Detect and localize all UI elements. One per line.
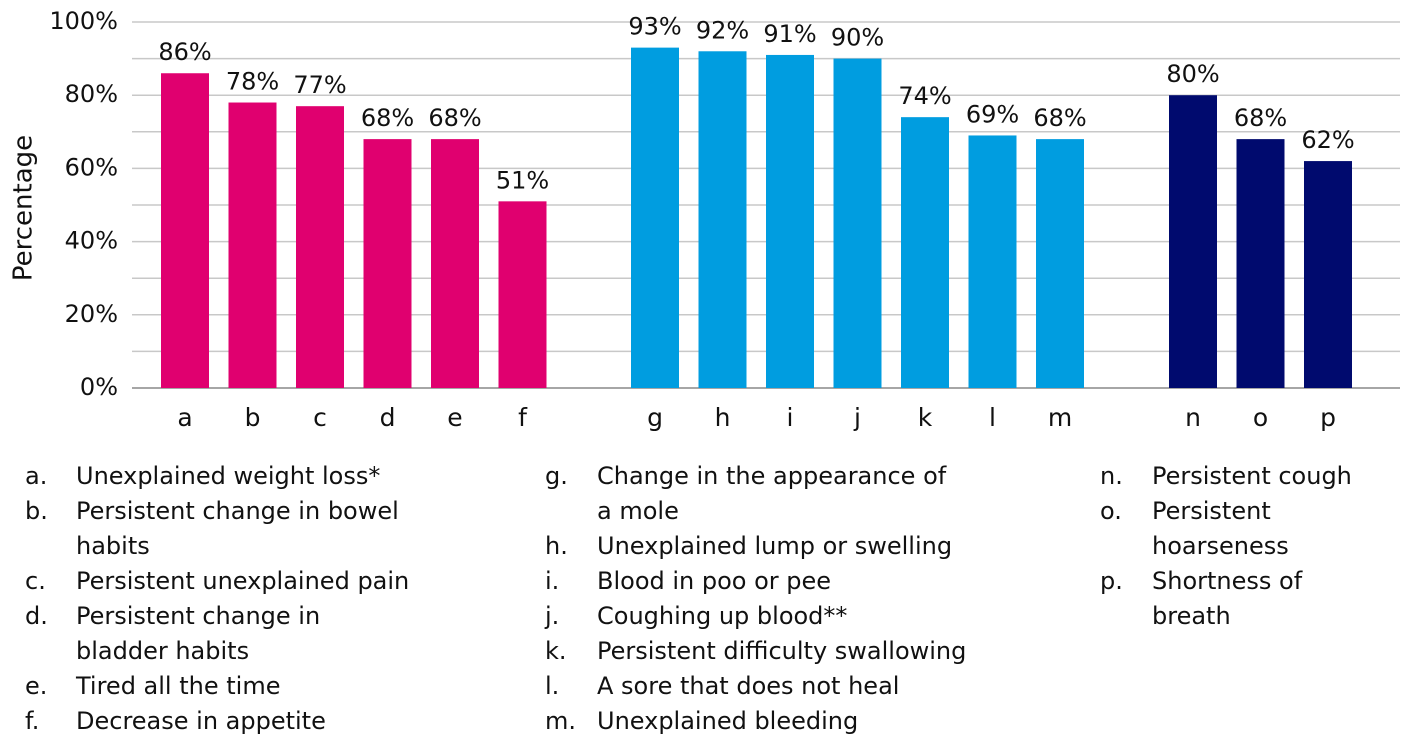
bar — [1236, 139, 1285, 388]
bar — [363, 139, 412, 388]
legend-key: l. — [545, 672, 559, 700]
legend-key: e. — [25, 672, 47, 700]
x-tick-label: e — [447, 403, 462, 432]
value-label: 51% — [496, 166, 549, 194]
legend-text: A sore that does not heal — [597, 672, 899, 700]
bar — [766, 54, 814, 388]
value-label: 68% — [1234, 104, 1287, 132]
bar — [1304, 161, 1352, 388]
legend-key: k. — [545, 637, 567, 665]
legend-key: p. — [1100, 567, 1123, 595]
x-tick-label: m — [1048, 403, 1072, 432]
x-tick-label: d — [380, 403, 396, 432]
legend-text: Unexplained lump or swelling — [597, 532, 952, 560]
value-label: 68% — [1033, 104, 1086, 132]
value-label: 90% — [831, 24, 884, 52]
legend-text: Persistent change in — [76, 602, 320, 630]
legend-text: Unexplained bleeding — [597, 707, 858, 735]
value-label: 92% — [696, 16, 749, 44]
x-tick-label: g — [647, 403, 663, 432]
bar — [296, 106, 344, 389]
value-label: 74% — [898, 82, 951, 110]
legend-text: Decrease in appetite — [76, 707, 326, 735]
bar — [698, 51, 747, 388]
legend-key: m. — [545, 707, 576, 735]
x-tick-label: j — [853, 403, 861, 432]
bar — [161, 73, 209, 389]
legend-text: Unexplained weight loss* — [76, 462, 380, 490]
bar — [968, 135, 1017, 388]
y-tick-label: 20% — [65, 300, 118, 328]
bar — [228, 102, 277, 389]
value-label: 77% — [293, 71, 346, 99]
x-tick-label: f — [518, 403, 528, 432]
y-tick-label: 40% — [65, 227, 118, 255]
legend-key: a. — [25, 462, 47, 490]
legend-text: Persistent change in bowel — [76, 497, 399, 525]
x-tick-label: k — [918, 403, 933, 432]
legend-text: Blood in poo or pee — [597, 567, 831, 595]
legend-key: o. — [1100, 497, 1122, 525]
legend-key: b. — [25, 497, 48, 525]
x-tick-label: n — [1185, 403, 1201, 432]
legend-text: Tired all the time — [75, 672, 280, 700]
value-label: 86% — [158, 38, 211, 66]
value-label: 78% — [226, 68, 279, 96]
legend-text: hoarseness — [1152, 532, 1289, 560]
legend-text: Persistent unexplained pain — [76, 567, 409, 595]
bar — [833, 58, 882, 388]
y-tick-label: 100% — [49, 7, 118, 35]
bar — [1036, 139, 1084, 388]
legend-text: breath — [1152, 602, 1231, 630]
bar — [631, 47, 679, 389]
y-tick-label: 80% — [65, 80, 118, 108]
legend-key: i. — [545, 567, 559, 595]
y-tick-label: 0% — [80, 373, 118, 401]
legend-text: Shortness of — [1152, 567, 1303, 595]
legend-text: Coughing up blood** — [597, 602, 847, 630]
bar — [901, 117, 949, 388]
x-tick-label: i — [787, 403, 794, 432]
x-tick-label: a — [177, 403, 192, 432]
bar — [498, 201, 547, 388]
value-label: 69% — [966, 100, 1019, 128]
legend-key: c. — [25, 567, 46, 595]
legend-text: Persistent difficulty swallowing — [597, 637, 966, 665]
y-axis-label: Percentage — [9, 135, 39, 281]
legend-text: Persistent — [1152, 497, 1271, 525]
x-tick-label: h — [715, 403, 731, 432]
x-tick-label: o — [1253, 403, 1268, 432]
value-label: 91% — [763, 20, 816, 48]
x-tick-label: b — [245, 403, 261, 432]
legend-text: Persistent cough — [1152, 462, 1352, 490]
bar — [1169, 95, 1217, 388]
legend-key: f. — [25, 707, 39, 735]
y-tick-label: 60% — [65, 153, 118, 181]
x-tick-label: c — [313, 403, 327, 432]
x-tick-label: l — [989, 403, 996, 432]
legend-key: j. — [544, 602, 559, 630]
value-label: 68% — [428, 104, 481, 132]
legend-key: h. — [545, 532, 568, 560]
legend-key: d. — [25, 602, 48, 630]
legend-text: bladder habits — [76, 637, 249, 665]
bar — [431, 139, 479, 388]
legend-key: g. — [545, 462, 568, 490]
x-tick-label: p — [1320, 403, 1336, 432]
legend-key: n. — [1100, 462, 1123, 490]
value-label: 93% — [628, 13, 681, 41]
value-label: 62% — [1301, 126, 1354, 154]
legend-text: habits — [76, 532, 150, 560]
legend-text: Change in the appearance of — [597, 462, 947, 490]
value-label: 68% — [361, 104, 414, 132]
legend-text: a mole — [597, 497, 679, 525]
value-label: 80% — [1166, 60, 1219, 88]
